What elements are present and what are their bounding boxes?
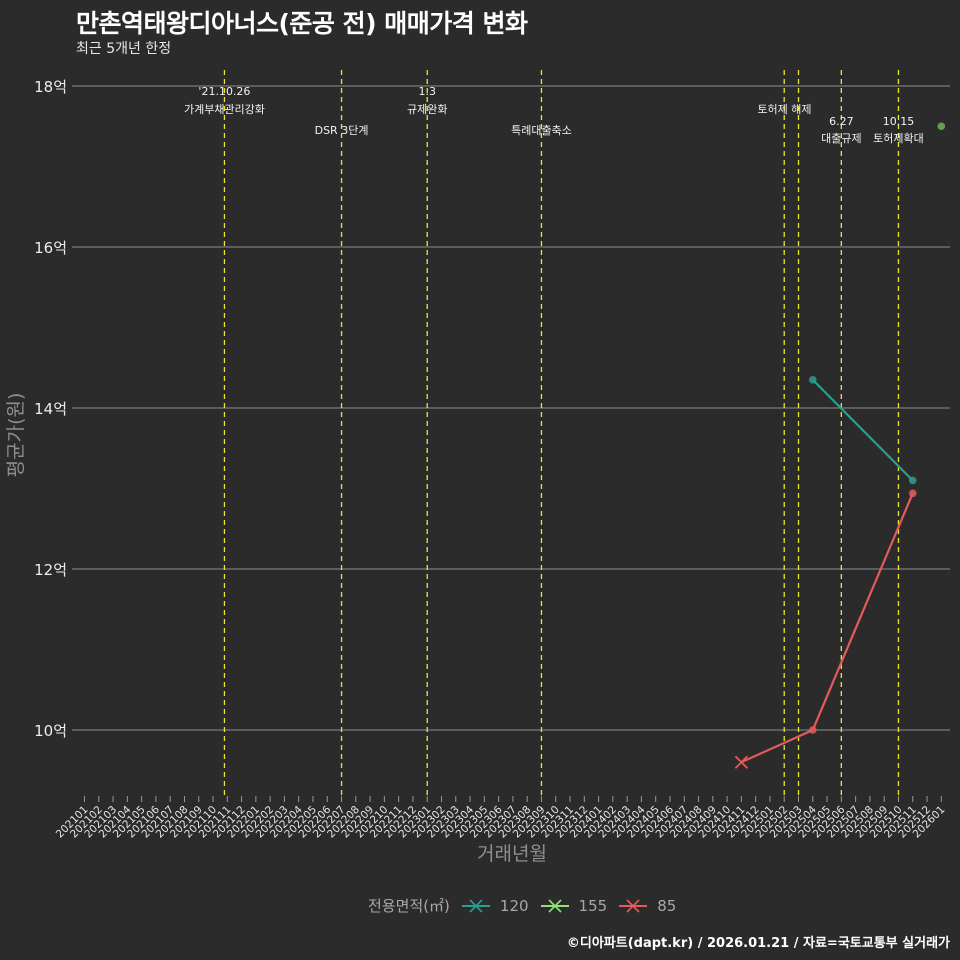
y-tick-label: 18억 [34, 78, 67, 96]
y-tick-label: 14억 [34, 400, 67, 418]
event-label: 특례대출축소 [511, 124, 572, 137]
event-label: 토허제확대 [873, 132, 924, 145]
y-tick-label: 10억 [34, 722, 67, 740]
data-point-x-marker [734, 755, 749, 769]
data-point-155 [937, 122, 946, 131]
data-point-120 [908, 476, 917, 485]
x-axis-ticks: 2021012021022021032021042021052021062021… [54, 796, 947, 840]
source-caption: ©디아파트(dapt.kr) / 2026.01.21 / 자료=국토교통부 실… [566, 936, 950, 951]
x-axis-title: 거래년월 [477, 843, 547, 865]
legend: 전용면적(㎡) 120 155 85 [368, 895, 676, 916]
gridlines [72, 85, 950, 731]
legend-title: 전용면적(㎡) [368, 897, 450, 915]
y-axis-title: 평균가(원) [5, 393, 27, 478]
y-tick-label: 16억 [34, 239, 67, 257]
y-tick-label: 12억 [34, 561, 67, 579]
data-point-85 [908, 489, 917, 498]
legend-key-155-icon [540, 898, 569, 913]
series-line-120 [811, 379, 914, 482]
y-axis-ticks: 10억 12억 14억 16억 18억 [34, 78, 67, 740]
legend-item-155: 155 [539, 896, 608, 916]
event-date: 6.27 [829, 115, 854, 128]
event-label: 토허제 해제 [757, 102, 811, 116]
legend-label: 155 [578, 896, 608, 915]
event-date: 10.15 [883, 115, 915, 128]
data-point-85 [808, 726, 817, 734]
event-date: 1.3 [418, 85, 436, 98]
event-lines [223, 70, 900, 796]
legend-label: 85 [657, 896, 677, 915]
legend-key-85-icon [619, 898, 648, 913]
legend-key-120-icon [461, 898, 490, 913]
event-label: 규제완화 [407, 103, 447, 116]
event-label: DSR 3단계 [315, 124, 369, 137]
data-point-120 [808, 376, 817, 384]
legend-item-85: 85 [617, 896, 676, 916]
event-label: 대출규제 [821, 132, 861, 145]
event-label: 가계부채관리강화 [184, 103, 265, 116]
chart-title: 만촌역태왕디아너스(준공 전) 매매가격 변화 [76, 9, 528, 38]
event-date: '21.10.26 [198, 85, 250, 98]
data-series [734, 122, 946, 769]
chart-subtitle: 최근 5개년 한정 [76, 41, 172, 57]
series-line-85 [740, 492, 914, 764]
legend-item-120: 120 [460, 896, 529, 916]
legend-label: 120 [499, 896, 529, 915]
